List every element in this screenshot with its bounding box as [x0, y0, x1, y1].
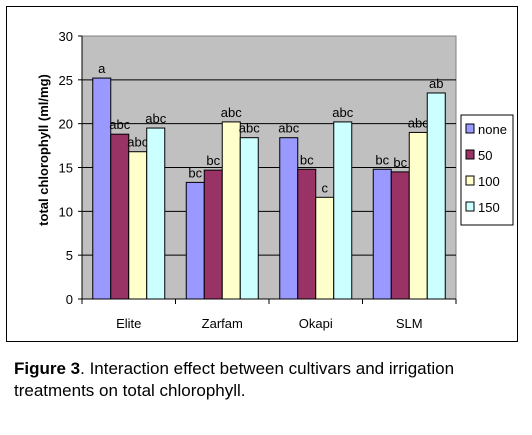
bar — [390, 171, 410, 300]
y-axis-label: total chlorophyll (ml/mg) — [36, 74, 51, 226]
legend-swatch — [465, 149, 475, 160]
data-label: bc — [393, 155, 407, 170]
data-label: abc — [239, 121, 260, 136]
y-tick-label: 10 — [59, 204, 73, 219]
data-label: bc — [300, 152, 314, 167]
bar — [333, 121, 353, 300]
bar — [315, 196, 335, 300]
legend-label: none — [478, 122, 507, 137]
y-tick-label: 15 — [59, 161, 73, 176]
caption-label: Figure 3 — [14, 359, 81, 378]
data-label: bc — [206, 153, 220, 168]
data-label: abc — [332, 105, 353, 120]
x-tick-label: Okapi — [299, 316, 333, 331]
data-label: c — [322, 180, 329, 195]
x-tick-label: Elite — [116, 316, 141, 331]
bar — [146, 127, 166, 300]
y-tick-label: 20 — [59, 117, 73, 132]
x-tick-label: SLM — [396, 316, 423, 331]
data-label: abc — [278, 121, 299, 136]
bar — [297, 168, 317, 300]
y-tick-label: 5 — [66, 248, 73, 263]
data-label: abc — [408, 115, 429, 130]
bar — [408, 131, 428, 300]
data-label: abc — [145, 111, 166, 126]
bar — [203, 169, 223, 300]
bar — [128, 151, 148, 300]
legend-swatch — [465, 201, 475, 212]
bar — [110, 133, 130, 300]
bar — [239, 137, 259, 300]
bar — [221, 121, 241, 300]
legend-swatch — [465, 123, 475, 134]
bar — [92, 77, 112, 300]
data-label: abc — [127, 135, 148, 150]
caption-text: . Interaction effect between cultivars a… — [14, 359, 455, 400]
legend-label: 100 — [478, 174, 500, 189]
y-tick-label: 0 — [66, 292, 73, 307]
x-tick-label: Zarfam — [202, 316, 243, 331]
legend: none 50 100 150 — [460, 114, 514, 226]
bar — [426, 92, 446, 300]
legend-swatch — [465, 175, 475, 186]
bar — [372, 168, 392, 300]
y-axis: 0 5 10 15 20 25 30 — [59, 29, 83, 307]
data-label: a — [98, 61, 106, 76]
bar — [279, 137, 299, 300]
data-label: ab — [429, 76, 443, 91]
y-tick-label: 30 — [59, 29, 73, 44]
y-tick-label: 25 — [59, 73, 73, 88]
x-axis: Elite Zarfam Okapi SLM — [81, 298, 457, 331]
legend-label: 50 — [478, 148, 492, 163]
data-label: abc — [221, 105, 242, 120]
data-label: bc — [375, 152, 389, 167]
data-label: abc — [109, 117, 130, 132]
legend-label: 150 — [478, 200, 500, 215]
bar — [185, 181, 205, 300]
figure-caption: Figure 3. Interaction effect between cul… — [14, 358, 524, 402]
data-label: bc — [188, 165, 202, 180]
